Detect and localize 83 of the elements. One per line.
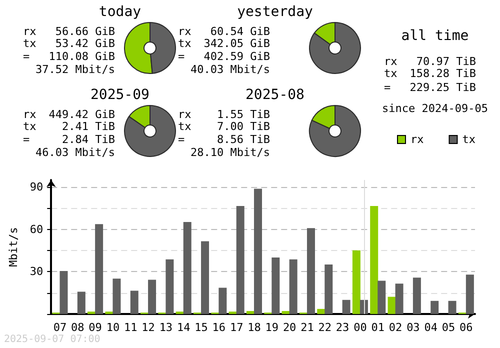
bar (166, 259, 174, 314)
y-tick-label: 90 (30, 180, 44, 194)
text: = 2.84 TiB (23, 133, 115, 146)
chart-title: 2025-08 (244, 87, 306, 103)
x-tick-label: 16 (212, 321, 226, 334)
bar (306, 228, 315, 314)
bar (352, 250, 360, 314)
x-tick-label: 07 (53, 321, 67, 334)
x-tick-label: 18 (248, 321, 261, 334)
text: tx 7.00 TiB (178, 120, 270, 133)
bar (148, 280, 156, 314)
text: tx 342.05 GiB (178, 37, 270, 50)
chart-title: 2025-09 (89, 87, 150, 103)
text: 40.03 Mbit/s (190, 63, 270, 77)
text: 37.52 Mbit/s (34, 63, 115, 77)
y-tick-label: 60 (30, 222, 44, 236)
bar (272, 257, 280, 314)
x-tick-label: 02 (388, 321, 402, 334)
x-tick-label: 06 (460, 321, 473, 334)
bar (183, 222, 192, 314)
x-tick-label: 22 (318, 321, 332, 334)
text: rx 60.54 GiB (178, 25, 270, 38)
x-tick-label: 21 (300, 321, 314, 334)
text: = 8.56 TiB (178, 133, 270, 146)
bar (289, 259, 298, 314)
bar (218, 288, 227, 314)
chart-title: yesterday (236, 4, 314, 20)
x-tick-label: 11 (124, 321, 138, 334)
bar (95, 224, 104, 314)
text: tx 53.42 GiB (23, 37, 115, 50)
text: = 229.25 TiB (384, 81, 476, 94)
bar (412, 278, 421, 314)
bar (448, 300, 456, 314)
x-tick-label: 17 (230, 321, 244, 334)
legend-label: tx (462, 133, 476, 146)
text: all time (400, 28, 470, 44)
y-tick-label: 30 (30, 265, 44, 278)
bar (430, 300, 439, 314)
bar (246, 311, 254, 314)
text: tx 158.28 TiB (384, 67, 476, 80)
bar (60, 270, 68, 314)
bar (77, 292, 86, 314)
x-tick-label: 05 (442, 321, 456, 334)
text: = 110.08 GiB (23, 50, 115, 63)
chart-title: today (98, 4, 142, 20)
x-tick-label: 15 (194, 321, 208, 334)
x-tick-label: 10 (106, 321, 120, 334)
bar (236, 206, 244, 314)
text: 28.10 Mbit/s (190, 146, 270, 160)
bar (395, 284, 404, 314)
bar (130, 290, 138, 314)
x-tick-label: 13 (159, 321, 173, 334)
bar (317, 308, 326, 314)
x-tick-label: 00 (354, 321, 367, 334)
bar (342, 300, 350, 314)
bar (254, 188, 262, 314)
text: rx 1.55 TiB (178, 108, 270, 121)
x-tick-label: 09 (88, 321, 102, 334)
x-tick-label: 01 (371, 321, 384, 334)
bar (112, 278, 121, 314)
text: 46.03 Mbit/s (34, 146, 115, 160)
x-tick-label: 03 (406, 321, 420, 334)
bar (388, 296, 396, 314)
text: = 402.59 GiB (178, 50, 270, 63)
x-tick-label: 20 (282, 321, 296, 334)
bar (370, 206, 378, 314)
bar (282, 311, 290, 314)
text: since 2024-09-05 (381, 102, 489, 115)
x-tick-label: 19 (265, 321, 279, 334)
text: rx 70.97 TiB (384, 55, 476, 68)
y-axis-title: Mbit/s (7, 227, 20, 267)
x-tick-label: 14 (176, 321, 191, 334)
text: tx 2.41 TiB (23, 120, 115, 133)
x-tick-label: 08 (71, 321, 84, 334)
text: rx 56.66 GiB (23, 25, 115, 38)
x-tick-label: 12 (142, 321, 155, 334)
x-tick-label: 23 (336, 321, 350, 334)
text: rx 449.42 GiB (23, 108, 115, 121)
bar (324, 264, 333, 314)
bar (378, 280, 386, 314)
x-tick-label: 04 (424, 321, 438, 334)
bar (201, 241, 210, 314)
legend-label: rx (410, 133, 424, 146)
